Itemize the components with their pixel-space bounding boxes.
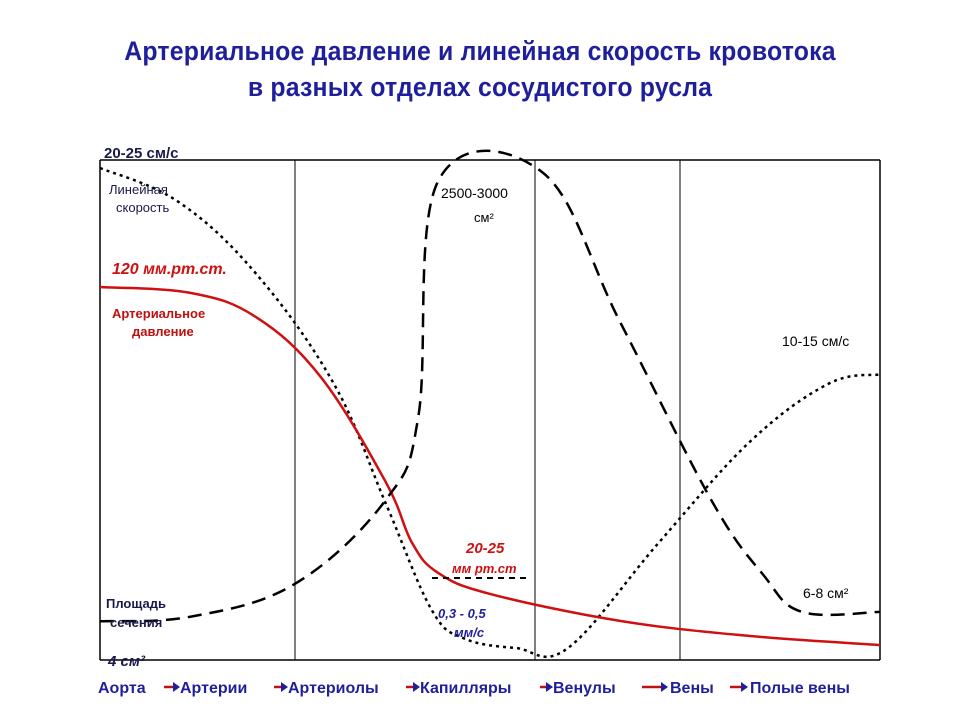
flow-arrow-head-5	[661, 682, 668, 692]
flow-arrow-head-2	[281, 682, 288, 692]
pressure-mid-label-line-2: мм рт.ст	[452, 561, 517, 576]
category-label-4: Капилляры	[420, 680, 511, 697]
flow-arrow-head-6	[741, 682, 748, 692]
slide-title-line-2: в разных отделах сосудистого русла	[247, 72, 713, 102]
pressure-label-line-1: Артериальное	[112, 306, 205, 321]
pressure-mid-label-line-1: 20-25	[465, 540, 505, 557]
category-label-6: Вены	[670, 680, 714, 697]
flow-arrow-head-3	[413, 682, 420, 692]
area-peak-label-line-1: 2500-3000	[441, 185, 508, 201]
series-line-3	[99, 149, 881, 623]
pressure-label-line-2: давление	[132, 324, 194, 339]
series-line-2	[99, 285, 881, 647]
area-start-label: 4 см²	[107, 653, 146, 670]
slide-title-line-1: Артериальное давление и линейная скорост…	[124, 36, 836, 66]
speed-end-label: 10-15 см/с	[782, 333, 849, 349]
category-label-5: Венулы	[553, 680, 616, 697]
linear-speed-label-line-1: Линейная	[109, 182, 168, 197]
category-label-2: Артерии	[180, 680, 247, 697]
area-label-line-2: сечения	[110, 615, 162, 630]
series-line-1	[99, 166, 881, 659]
linear-speed-label-line-2: скорость	[116, 200, 169, 215]
category-row: Аорта Артерии Артериолы Капилляры Венулы Вены…	[98, 680, 850, 697]
flow-arrow-head-1	[173, 682, 180, 692]
category-label-7: Полые вены	[750, 680, 850, 697]
area-end-label: 6-8 см²	[803, 585, 849, 601]
category-label-3: Артериолы	[288, 680, 379, 697]
section-separators	[294, 160, 681, 660]
capillary-speed-line-2: мм/с	[454, 625, 485, 640]
pressure-start-label: 120 мм.рт.ст.	[112, 261, 227, 278]
area-label-line-1: Площадь	[106, 596, 166, 611]
chart-frame	[99, 159, 881, 661]
category-label-1: Аорта	[98, 680, 146, 697]
capillary-speed-line-1: 0,3 - 0,5	[438, 606, 486, 621]
speed-start-label: 20-25 см/с	[104, 145, 178, 162]
curves-layer	[99, 149, 881, 659]
flow-arrow-head-4	[546, 682, 553, 692]
area-peak-label-line-2: см²	[474, 210, 494, 225]
